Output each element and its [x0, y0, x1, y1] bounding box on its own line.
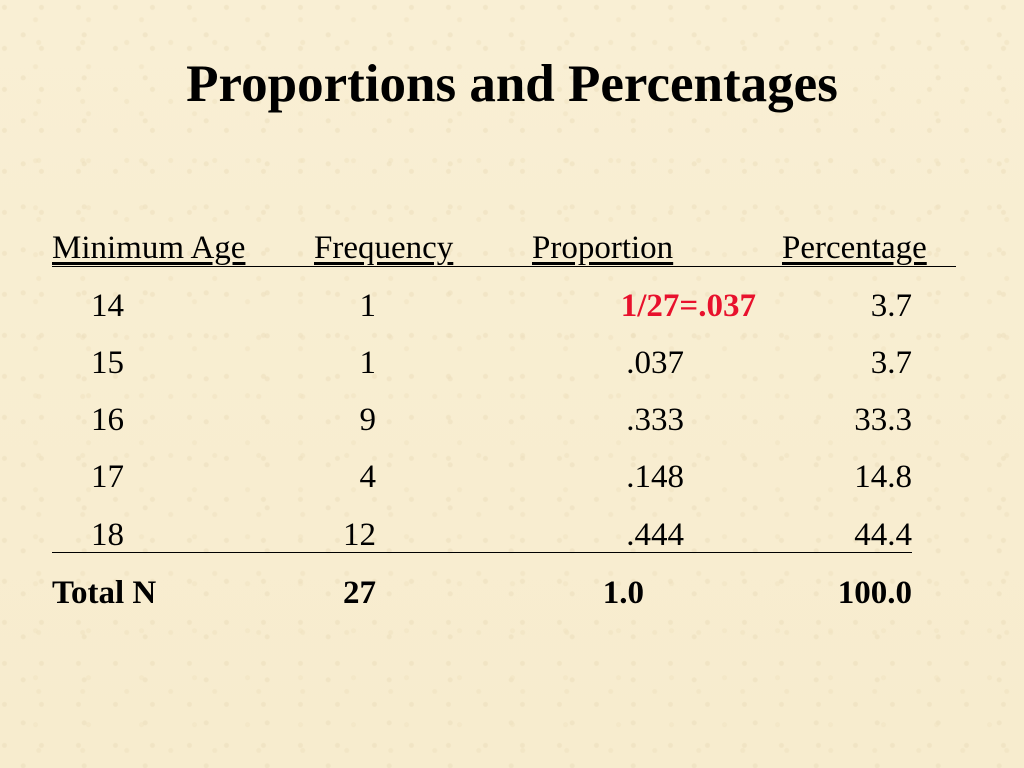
header-minimum-age: Minimum Age: [52, 230, 246, 266]
table-row: 18 12 .444 44.4: [0, 513, 1024, 557]
cell-age: 16: [91, 402, 124, 438]
cell-percentage: 14.8: [854, 459, 912, 495]
cell-proportion: .148: [626, 459, 684, 495]
table-header-row: Minimum Age Frequency Proportion Percent…: [0, 226, 1024, 270]
total-frequency: 27: [343, 575, 376, 611]
cell-proportion: .037: [626, 345, 684, 381]
table-row: 14 1 1/27=.037 3.7: [0, 284, 1024, 328]
cell-percentage: 3.7: [870, 288, 912, 324]
header-proportion: Proportion: [532, 230, 674, 266]
header-frequency: Frequency: [314, 230, 454, 266]
table-row: 16 9 .333 33.3: [0, 398, 1024, 442]
cell-percentage: 44.4: [854, 517, 912, 553]
cell-percentage: 3.7: [870, 345, 912, 381]
cell-proportion: .333: [626, 402, 684, 438]
total-percentage: 100.0: [837, 575, 912, 611]
cell-frequency: 4: [359, 459, 377, 495]
cell-proportion: .444: [626, 517, 684, 553]
total-proportion: 1.0: [602, 575, 644, 611]
cell-frequency: 1: [359, 345, 377, 381]
header-percentage: Percentage: [782, 230, 927, 266]
table-row: 17 4 .148 14.8: [0, 455, 1024, 499]
cell-percentage: 33.3: [854, 402, 912, 438]
cell-frequency: 1: [359, 288, 377, 324]
cell-frequency: 9: [359, 402, 377, 438]
total-label: Total N: [52, 575, 157, 611]
cell-age: 14: [91, 288, 124, 324]
cell-age: 17: [91, 459, 124, 495]
table-row: 15 1 .037 3.7: [0, 341, 1024, 385]
cell-proportion-highlight: 1/27=.037: [620, 288, 756, 324]
slide-title: Proportions and Percentages: [186, 55, 838, 113]
cell-frequency: 12: [343, 517, 376, 553]
table-total-row: Total N 27 1.0 100.0: [0, 571, 1024, 615]
total-separator-line: [52, 552, 912, 553]
cell-age: 18: [91, 517, 124, 553]
header-underline: [52, 266, 956, 267]
cell-age: 15: [91, 345, 124, 381]
